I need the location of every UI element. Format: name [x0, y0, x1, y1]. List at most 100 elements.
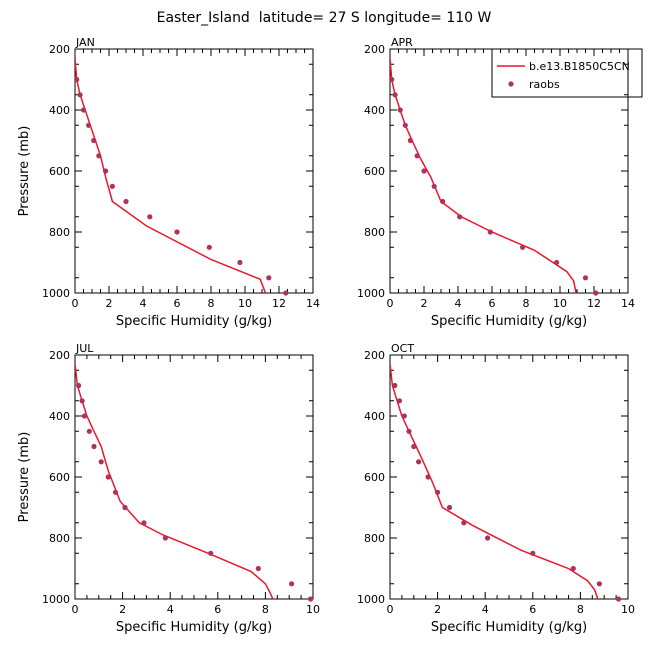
panel-apr-xtick-label: 4 [455, 297, 462, 310]
panel-jan: JAN 0 2 4 6 8 10 12 14 200 400 600 800 1000 Specific H… [17, 36, 320, 329]
panel-apr-obs-point [520, 244, 526, 250]
panel-jul-obs-point [308, 596, 314, 602]
panel-jul-obs-point [141, 520, 147, 526]
panel-apr-xtick-label: 14 [621, 297, 635, 310]
panel-jan-obs-point [237, 259, 243, 266]
panel-oct-obs-point [411, 443, 417, 450]
panel-oct-obs-point [401, 413, 407, 419]
panel-jan-xtick-label: 8 [208, 297, 215, 310]
panel-apr-xtick-label: 0 [387, 297, 394, 310]
panel-jul-obs-point [105, 474, 111, 480]
panel-jan-xtick-label: 12 [272, 297, 286, 310]
panel-oct-obs-point [570, 565, 576, 572]
panel-oct-obs-point [461, 520, 467, 526]
panel-jul-obs-point [122, 504, 128, 511]
panel-jan-xtick-label: 2 [106, 297, 113, 310]
panel-jul-ytick-label: 800 [49, 532, 70, 545]
legend: b.e13.B1850C5CN raobs [491, 48, 643, 98]
panel-jul-xtick-label: 4 [167, 603, 174, 616]
panel-jan-xtick-label: 14 [306, 297, 320, 310]
panel-oct-ytick-label: 1000 [357, 593, 385, 606]
panel-jul-obs-point [81, 413, 88, 419]
panel-apr-ytick-label: 800 [364, 226, 385, 239]
panel-oct-obs-point [392, 382, 398, 389]
panel-jul: JUL 0 2 4 6 8 10 200 400 600 800 1000 Specific Humid… [17, 342, 320, 635]
panel-jan-xtick-label: 0 [72, 297, 79, 310]
panel-jul-obs-point [91, 443, 97, 450]
panel-jul-obs-point [112, 489, 119, 495]
panel-oct-obs-point [446, 504, 453, 511]
panel-oct-obs-point [485, 535, 491, 541]
panel-jan-frame [74, 48, 314, 294]
panel-oct-ytick-label: 600 [364, 471, 385, 484]
panel-apr-xtick-label: 8 [523, 297, 530, 310]
panel-jul-ytick-label: 200 [49, 349, 70, 362]
panel-jan-ytick-label: 600 [49, 165, 70, 178]
legend-obs-label: raobs [529, 78, 560, 91]
panel-apr-xtick-label: 2 [421, 297, 428, 310]
panel-apr-ytick-label: 200 [364, 43, 385, 56]
panel-jan-obs-point [74, 76, 80, 83]
panel-jan-obs-point [123, 198, 129, 205]
panel-oct-ytick-label: 200 [364, 349, 385, 362]
panel-apr-xtick-label: 6 [489, 297, 496, 310]
panel-jul-model-line [75, 364, 274, 599]
panel-jul-obs-point [255, 565, 261, 572]
panel-jan-obs-point [86, 122, 92, 128]
panel-apr-label: APR [391, 36, 413, 49]
panel-oct-ytick-label: 800 [364, 532, 385, 545]
panel-apr-ytick-label: 600 [364, 165, 385, 178]
panel-jan-xtick-label: 4 [140, 297, 147, 310]
panel-jul-xtick-label: 10 [306, 603, 320, 616]
panel-oct-xtick-label: 10 [621, 603, 635, 616]
panel-oct-xlabel: Specific Humidity (g/kg) [431, 620, 587, 635]
panel-jan-xtick-label: 10 [238, 297, 252, 310]
panel-apr-xtick-label: 10 [553, 297, 567, 310]
panel-jul-xtick-label: 2 [119, 603, 126, 616]
panel-jan-ytick-label: 800 [49, 226, 70, 239]
panel-jul-obs-point [76, 382, 82, 389]
panel-jan-ylabel: Pressure (mb) [17, 126, 32, 217]
panel-jan-obs-point [80, 107, 87, 113]
panel-jul-obs-point [86, 428, 92, 434]
panel-jul-obs-point [79, 398, 85, 404]
panel-apr-obs-point [402, 122, 408, 128]
panel-jul-obs-point [162, 535, 168, 541]
panel-oct-obs-point [396, 398, 403, 404]
panel-oct-xtick-label: 0 [387, 603, 394, 616]
panel-oct-obs-point [435, 489, 441, 495]
panel-jul-xtick-label: 6 [214, 603, 221, 616]
panel-apr-obs-point [440, 198, 446, 205]
panel-oct-xtick-label: 8 [577, 603, 584, 616]
panel-jul-xlabel: Specific Humidity (g/kg) [116, 620, 272, 635]
panel-apr-ytick-label: 400 [364, 104, 385, 117]
panel-jan-obs-point [206, 244, 212, 250]
panel-apr-obs-point [389, 76, 395, 83]
legend-model-label: b.e13.B1850C5CN [529, 60, 630, 73]
panel-jul-xtick-label: 0 [72, 603, 79, 616]
panel-apr-xlabel: Specific Humidity (g/kg) [431, 314, 587, 329]
panel-oct-obs-point [406, 428, 412, 434]
panel-jan-xlabel: Specific Humidity (g/kg) [116, 314, 272, 329]
panel-apr-obs-point [593, 290, 599, 296]
panel-jan-ytick-label: 400 [49, 104, 70, 117]
panel-apr-obs-point [414, 153, 420, 159]
panel-oct-obs-point [615, 596, 622, 602]
panel-jan-obs-point [96, 153, 102, 159]
panel-jan-label: JAN [75, 36, 95, 49]
panel-jul-obs-point [289, 581, 295, 587]
panel-oct-ytick-label: 400 [364, 410, 385, 423]
panel-apr-xtick-label: 12 [587, 297, 601, 310]
legend-obs-marker [508, 81, 514, 87]
panel-apr-obs-point [431, 183, 437, 189]
panel-jan-obs-point [283, 290, 289, 296]
panel-jul-obs-point [208, 550, 214, 556]
legend-box [491, 48, 643, 98]
panel-oct-obs-point [596, 581, 603, 587]
panel-oct-xtick-label: 4 [482, 603, 489, 616]
panel-jan-obs-point [103, 168, 109, 174]
panel-jan-obs-point [91, 137, 97, 144]
panel-oct-obs-point [425, 474, 431, 480]
